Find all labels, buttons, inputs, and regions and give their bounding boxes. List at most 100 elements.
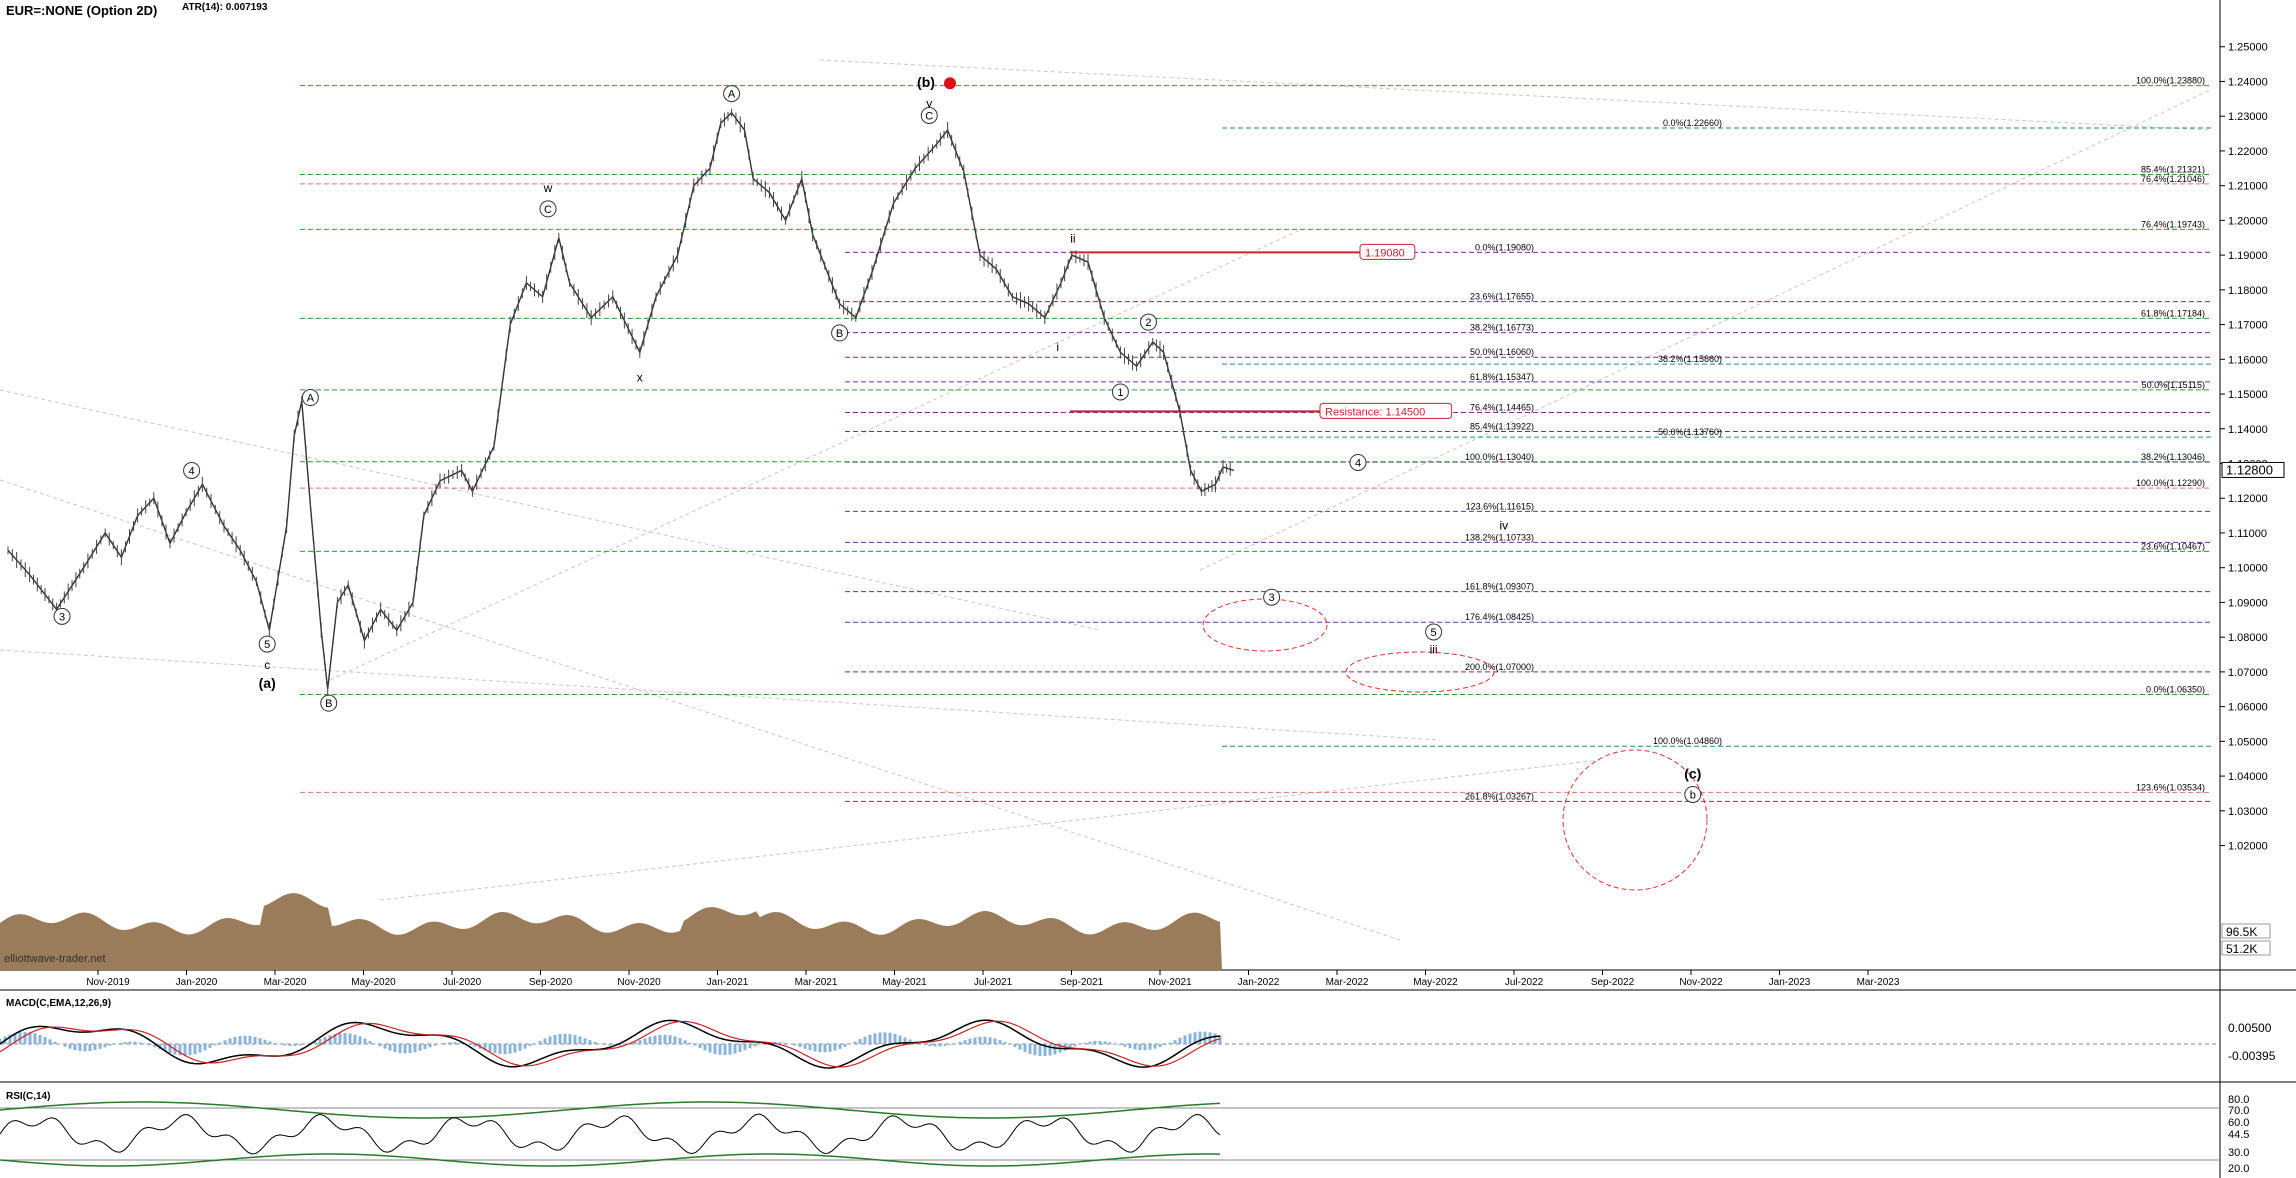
time-tick-label: Jan-2023 bbox=[1769, 977, 1811, 988]
fib-label: 123.6%(1.11615) bbox=[1466, 501, 1534, 511]
last-price-label: 1.12800 bbox=[2226, 462, 2273, 477]
last-price-box bbox=[2221, 461, 2285, 478]
wave-circle bbox=[1139, 313, 1157, 331]
target-ellipse bbox=[1202, 598, 1328, 652]
macd-signal-line bbox=[0, 1020, 1221, 1068]
fib-label: 76.4%(1.21046) bbox=[2141, 174, 2205, 184]
target-ellipse bbox=[1562, 749, 1708, 891]
fib-label: 161.8%(1.09307) bbox=[1465, 582, 1534, 592]
wave-label: ii bbox=[1070, 231, 1075, 245]
volume-axis-label: 96.5K bbox=[2226, 925, 2257, 939]
macd-axis-label: 0.00500 bbox=[2228, 1021, 2272, 1035]
time-tick-label: Nov-2021 bbox=[1148, 977, 1192, 988]
price-tick-label: 1.04000 bbox=[2228, 771, 2268, 783]
time-tick-label: May-2021 bbox=[882, 977, 927, 988]
price-tick-label: 1.10000 bbox=[2228, 563, 2268, 575]
time-tick-label: Jan-2021 bbox=[707, 977, 749, 988]
wave-label: y bbox=[926, 96, 932, 110]
wave-circle bbox=[920, 106, 938, 124]
callout-box bbox=[1359, 243, 1416, 260]
fib-label: 261.8%(1.03267) bbox=[1465, 791, 1534, 801]
wave-label: iii bbox=[1430, 642, 1438, 656]
fib-label: 85.4%(1.21321) bbox=[2141, 165, 2205, 175]
fib-label: 85.4%(1.13922) bbox=[1470, 422, 1534, 432]
time-tick-label: Mar-2022 bbox=[1326, 977, 1369, 988]
wave-label: iv bbox=[1499, 518, 1508, 532]
alert-dot bbox=[944, 77, 956, 90]
wave-label: 4 bbox=[189, 465, 195, 477]
wave-label: A bbox=[728, 89, 736, 101]
rsi-axis-label: 60.0 bbox=[2228, 1117, 2249, 1129]
fib-label: 100.0%(1.12290) bbox=[2136, 478, 2205, 488]
rsi-axis-label: 20.0 bbox=[2228, 1163, 2249, 1175]
price-tick-label: 1.16000 bbox=[2228, 354, 2268, 366]
rsi-upper-band bbox=[0, 1101, 1221, 1119]
trend-line bbox=[819, 59, 2211, 131]
watermark: elliottwave-trader.net bbox=[4, 953, 106, 965]
price-tick-label: 1.09000 bbox=[2228, 597, 2268, 609]
rsi-axis-label: 44.5 bbox=[2228, 1129, 2249, 1141]
wave-label: C bbox=[544, 204, 552, 216]
callout-label: 1.19080 bbox=[1365, 247, 1405, 259]
wave-label: b bbox=[1690, 789, 1696, 801]
wave-label: 5 bbox=[1431, 627, 1437, 639]
price-tick-label: 1.25000 bbox=[2228, 42, 2268, 54]
price-tick-label: 1.11000 bbox=[2228, 528, 2267, 540]
wave-label: c bbox=[264, 658, 270, 672]
fib-label: 76.4%(1.19743) bbox=[2141, 219, 2205, 229]
trend-line bbox=[379, 759, 1601, 901]
time-tick-label: Sep-2020 bbox=[529, 977, 573, 988]
time-tick-label: May-2020 bbox=[351, 977, 396, 988]
price-tick-label: 1.18000 bbox=[2228, 285, 2268, 297]
wave-label: 4 bbox=[1355, 457, 1361, 469]
volume-area bbox=[0, 893, 1222, 970]
volume-axis-label: 51.2K bbox=[2226, 942, 2257, 956]
fib-label: 76.4%(1.14465) bbox=[1470, 402, 1534, 412]
wave-circle bbox=[539, 200, 557, 218]
wave-circle bbox=[183, 461, 201, 479]
fib-label: 0.0%(1.22660) bbox=[1663, 118, 1722, 128]
rsi-axis-label: 70.0 bbox=[2228, 1105, 2249, 1117]
time-tick-label: Jul-2021 bbox=[974, 977, 1013, 988]
trend-line bbox=[0, 479, 1401, 941]
time-tick-label: Jul-2022 bbox=[1505, 977, 1544, 988]
macd-title: MACD(C,EMA,12,26,9) bbox=[6, 998, 112, 1009]
trend-line bbox=[1199, 89, 2211, 571]
wave-label: i bbox=[1056, 340, 1059, 354]
price-tick-label: 1.15000 bbox=[2228, 389, 2268, 401]
time-tick-label: Mar-2023 bbox=[1857, 977, 1900, 988]
fib-label: 38.2%(1.15860) bbox=[1658, 354, 1722, 364]
time-tick-label: Nov-2022 bbox=[1679, 977, 1723, 988]
fib-label: 61.8%(1.15347) bbox=[1470, 372, 1534, 382]
fib-label: 0.0%(1.19080) bbox=[1475, 242, 1534, 252]
trend-line bbox=[0, 649, 1441, 741]
price-tick-label: 1.17000 bbox=[2228, 320, 2268, 332]
wave-label: 5 bbox=[264, 639, 270, 651]
wave-circle bbox=[1349, 453, 1367, 471]
trend-line bbox=[329, 229, 1301, 681]
price-tick-label: 1.14000 bbox=[2228, 424, 2268, 436]
chart-title: EUR=:NONE (Option 2D) bbox=[6, 3, 158, 18]
price-tick-label: 1.22000 bbox=[2228, 146, 2268, 158]
fib-label: 100.0%(1.13040) bbox=[1465, 452, 1534, 462]
rsi-lower-band bbox=[0, 1153, 1221, 1167]
wave-label: B bbox=[325, 698, 332, 710]
fib-label: 200.0%(1.07000) bbox=[1465, 662, 1534, 672]
price-tick-label: 1.07000 bbox=[2228, 667, 2268, 679]
wave-circle bbox=[1425, 623, 1443, 641]
wave-circle bbox=[1111, 383, 1129, 401]
price-tick-label: 1.24000 bbox=[2228, 76, 2268, 88]
rsi-axis-label: 80.0 bbox=[2228, 1094, 2249, 1106]
wave-circle bbox=[258, 635, 276, 653]
wave-circle bbox=[320, 694, 338, 712]
wave-label: C bbox=[925, 110, 933, 122]
price-tick-label: 1.19000 bbox=[2228, 250, 2268, 262]
time-tick-label: May-2022 bbox=[1413, 977, 1458, 988]
wave-label: 3 bbox=[59, 611, 65, 623]
price-tick-label: 1.05000 bbox=[2228, 736, 2268, 748]
fib-label: 61.8%(1.17184) bbox=[2141, 308, 2205, 318]
macd-axis-label: -0.00395 bbox=[2228, 1049, 2276, 1063]
